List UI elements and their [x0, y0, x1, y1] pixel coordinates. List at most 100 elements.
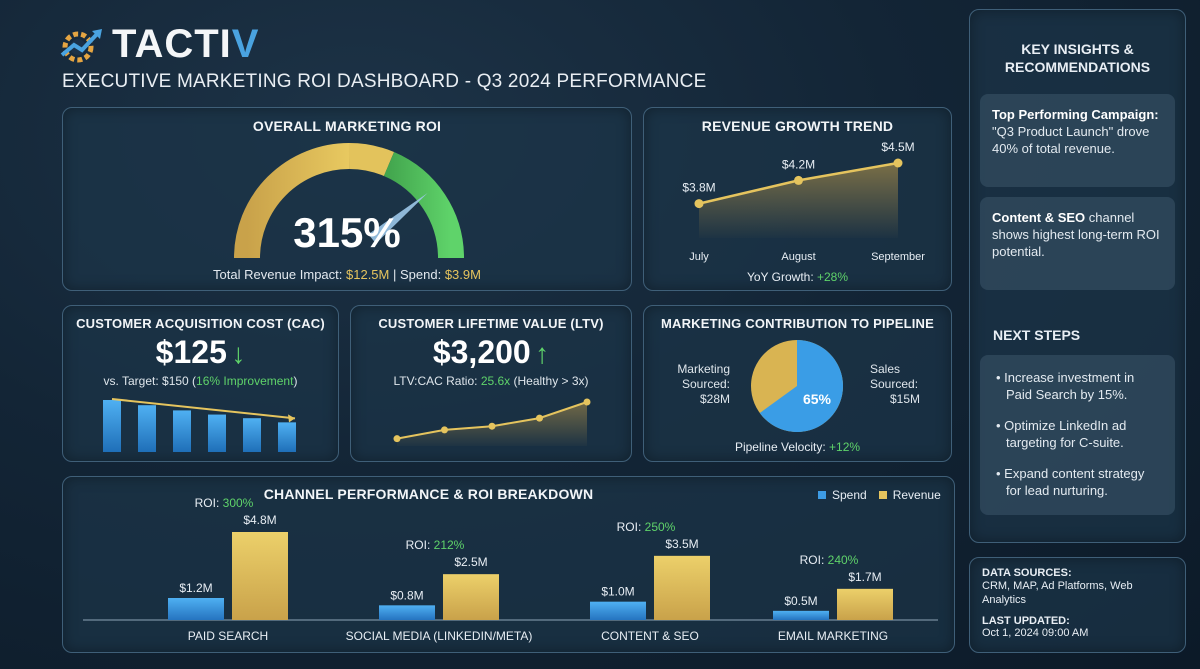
cac-value-row: $125 ↓: [63, 334, 338, 371]
yoy-growth: YoY Growth: +28%: [644, 270, 951, 284]
pie-slice-marketing: [759, 340, 843, 432]
legend-spend-label: Spend: [832, 488, 867, 502]
roi-summary: Total Revenue Impact: $12.5M | Spend: $3…: [63, 267, 631, 282]
insights-title: KEY INSIGHTS & RECOMMENDATIONS: [970, 40, 1185, 76]
ltv-value: $3,200: [432, 334, 531, 370]
logo: TACTIV: [58, 22, 259, 67]
channel-panel: CHANNEL PERFORMANCE & ROI BREAKDOWN Spen…: [62, 476, 955, 653]
pie-slices: [751, 340, 843, 432]
ltv-value-row: $3,200 ↑: [351, 334, 631, 371]
cac-trend-line: [111, 398, 296, 420]
roi-separator: |: [389, 267, 400, 282]
trend-point: [794, 175, 803, 185]
data-sources-title: DATA SOURCES:: [982, 567, 1072, 579]
data-sources-panel: DATA SOURCES: CRM, MAP, Ad Platforms, We…: [969, 557, 1186, 653]
revenue-bar: [654, 555, 710, 620]
cac-panel: CUSTOMER ACQUISITION COST (CAC) $125 ↓ v…: [62, 305, 339, 462]
last-updated-title: LAST UPDATED:: [982, 615, 1070, 627]
gauge-needle: [368, 192, 428, 244]
insight-card-2-text: channel shows highest long-term ROI pote…: [992, 210, 1160, 259]
trend-month-label: July: [689, 251, 709, 263]
revenue-bar: [443, 574, 499, 620]
gauge-track-gold-2: [348, 142, 395, 177]
insights-title-1: KEY INSIGHTS &: [1021, 41, 1134, 57]
cac-target-label: vs. Target: $150 (: [103, 374, 197, 388]
spend-bar: [168, 598, 224, 620]
ltv-trend-chart: [393, 398, 591, 446]
roi-value: 300%: [223, 496, 254, 510]
marketing-sourced: Marketing Sourced: $28M: [662, 362, 730, 407]
next-step-item: • Increase investment in Paid Search by …: [996, 370, 1135, 402]
roi-label: ROI: 212%: [406, 538, 465, 552]
roi-label: ROI: 240%: [800, 553, 859, 567]
cac-target: vs. Target: $150 (16% Improvement): [63, 374, 338, 388]
ltv-title: CUSTOMER LIFETIME VALUE (LTV): [378, 316, 604, 331]
roi-gauge: [234, 142, 465, 259]
marketing-value: $28M: [699, 392, 730, 406]
cac-target-close: ): [293, 374, 298, 388]
spend-value-label: $0.5M: [784, 594, 817, 608]
revenue-impact-value: $12.5M: [346, 267, 390, 282]
roi-label: ROI: 250%: [617, 520, 676, 534]
yoy-label: YoY Growth:: [746, 270, 817, 284]
logo-gear-chart-icon: [60, 28, 102, 62]
channel-name-label: EMAIL MARKETING: [778, 629, 888, 643]
revenue-value-label: $2.5M: [454, 555, 487, 569]
ltv-ratio-label: LTV:CAC Ratio:: [393, 374, 481, 388]
data-sources-text: CRM, MAP, Ad Platforms, Web Analytics: [982, 580, 1133, 606]
revenue-value-label: $1.7M: [848, 570, 881, 584]
marketing-label-1: Marketing: [677, 362, 730, 376]
spend-bar: [590, 601, 646, 620]
ltv-area: [397, 402, 587, 446]
sales-sourced: Sales Sourced: $15M: [870, 362, 940, 407]
logo-text-accent: V: [231, 22, 260, 66]
yoy-value: +28%: [817, 270, 849, 284]
next-step-item: • Optimize LinkedIn ad targeting for C-s…: [996, 418, 1127, 450]
gauge-track-gold: [234, 143, 350, 259]
ltv-healthy: (Healthy > 3x): [510, 374, 589, 388]
roi-panel: OVERALL MARKETING ROI 315% Total Revenue…: [62, 107, 632, 291]
insights-title-2: RECOMMENDATIONS: [1004, 59, 1151, 75]
next-step-text-1: Increase investment in Paid Search by 15…: [1004, 370, 1135, 402]
insight-card-2-heading: Content & SEO: [992, 210, 1086, 225]
arrow-down-icon: ↓: [231, 338, 246, 369]
cac-title: CUSTOMER ACQUISITION COST (CAC): [76, 316, 325, 331]
ltv-panel: CUSTOMER LIFETIME VALUE (LTV) $3,200 ↑ L…: [350, 305, 632, 462]
next-steps-title: NEXT STEPS: [993, 327, 1081, 343]
last-updated-text: Oct 1, 2024 09:00 AM: [982, 627, 1089, 639]
revenue-bar: [232, 532, 288, 620]
cac-bar-chart: [103, 398, 296, 452]
spend-value-label: $1.2M: [179, 581, 212, 595]
roi-prefix: ROI:: [617, 520, 645, 534]
spend-label: Spend:: [399, 267, 445, 282]
ltv-ratio-value: 25.6x: [480, 374, 511, 388]
ltv-point: [393, 435, 401, 443]
spend-value-label: $1.0M: [601, 585, 634, 599]
channel-legend: Spend Revenue: [818, 488, 941, 502]
ltv-point: [441, 426, 448, 434]
insight-card-1-text: "Q3 Product Launch" drove 40% of total r…: [992, 124, 1150, 156]
revenue-impact-label: Total Revenue Impact:: [213, 267, 346, 282]
trend-point-label: $3.8M: [682, 181, 715, 195]
cac-bar: [173, 410, 191, 452]
spend-bar: [379, 605, 435, 620]
sales-value: $15M: [889, 392, 920, 406]
legend-revenue-swatch: [878, 491, 887, 499]
roi-prefix: ROI:: [800, 553, 828, 567]
legend-spend-swatch: [818, 491, 826, 499]
roi-value: 212%: [434, 538, 465, 552]
trend-area: [699, 163, 898, 238]
legend-revenue-label: Revenue: [892, 488, 941, 502]
trend-month-label: August: [781, 251, 815, 263]
pipeline-panel: MARKETING CONTRIBUTION TO PIPELINE Marke…: [643, 305, 952, 462]
roi-value: 240%: [828, 553, 859, 567]
arrow-up-icon: ↑: [535, 338, 550, 369]
roi-value: 250%: [645, 520, 676, 534]
trend-point: [893, 158, 903, 168]
cac-bar: [208, 414, 226, 452]
pipeline-velocity: Pipeline Velocity: +12%: [644, 440, 951, 454]
next-step-item: • Expand content strategy for lead nurtu…: [996, 466, 1145, 498]
roi-label: ROI: 300%: [195, 496, 254, 510]
cac-bar: [138, 405, 156, 452]
roi-prefix: ROI:: [195, 496, 223, 510]
